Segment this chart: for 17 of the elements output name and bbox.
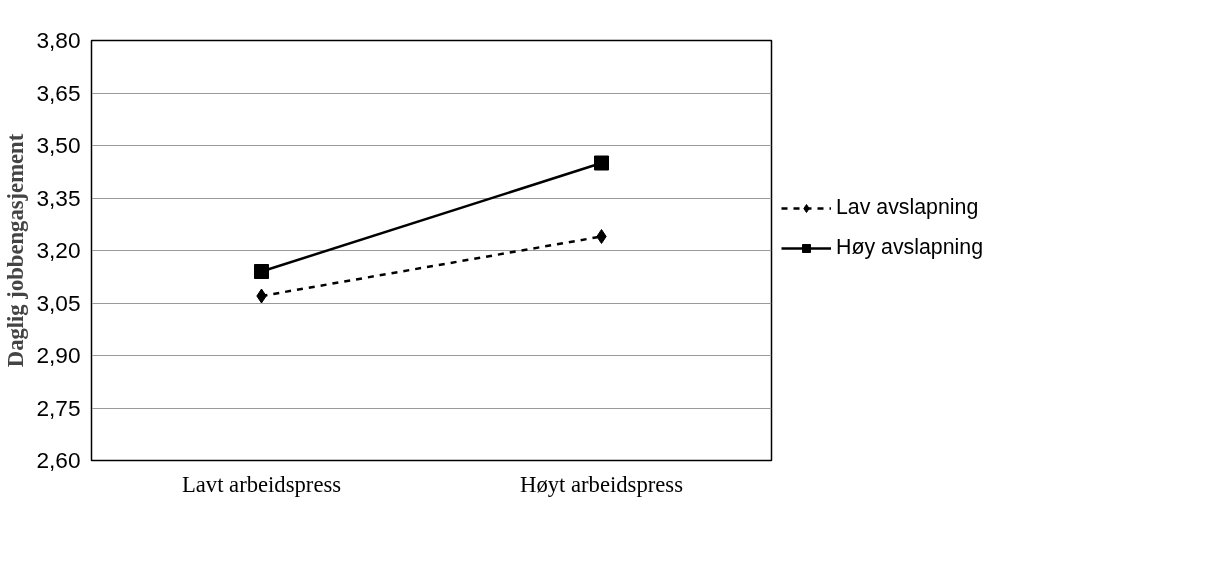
y-tick-label: 2,90	[36, 342, 81, 368]
legend-label: Lav avslapning	[836, 195, 979, 220]
point	[596, 229, 607, 244]
y-tick-label: 2,75	[36, 394, 81, 421]
legend-label: Høy avslapning	[836, 235, 983, 260]
x-tick-label: Høyt arbeidspress	[520, 471, 683, 497]
y-tick-label: 3,50	[36, 132, 81, 158]
y-tick-label: 3,20	[36, 237, 81, 263]
x-tick-label: Lavt arbeidspress	[181, 471, 342, 497]
y-tick-label: 3,65	[36, 79, 81, 106]
y-tick-label: 3,05	[36, 289, 81, 316]
y-tick-label: 3,80	[36, 27, 81, 53]
y-axis-title: Daglig jobbengasjement	[3, 133, 29, 368]
y-tick-label: 2,60	[36, 447, 81, 473]
point	[254, 264, 269, 279]
point	[594, 155, 609, 171]
y-tick-label: 3,35	[36, 184, 81, 211]
